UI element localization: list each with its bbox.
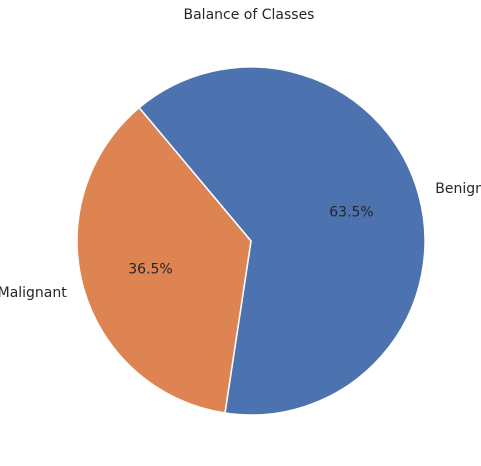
pie-category-label-benign: Benign — [435, 181, 481, 197]
pie-labels: 63.5% Benign 36.5% Malignant — [0, 181, 481, 301]
pie-pct-label-malignant: 36.5% — [128, 261, 172, 277]
pie-slice-benign — [138, 66, 426, 416]
pie-pct-label-benign: 63.5% — [329, 205, 373, 221]
pie-category-label-malignant: Malignant — [0, 285, 67, 301]
pie-slices — [76, 66, 426, 416]
chart-title: Balance of Classes — [184, 7, 315, 23]
pie-slice-malignant — [76, 106, 252, 414]
